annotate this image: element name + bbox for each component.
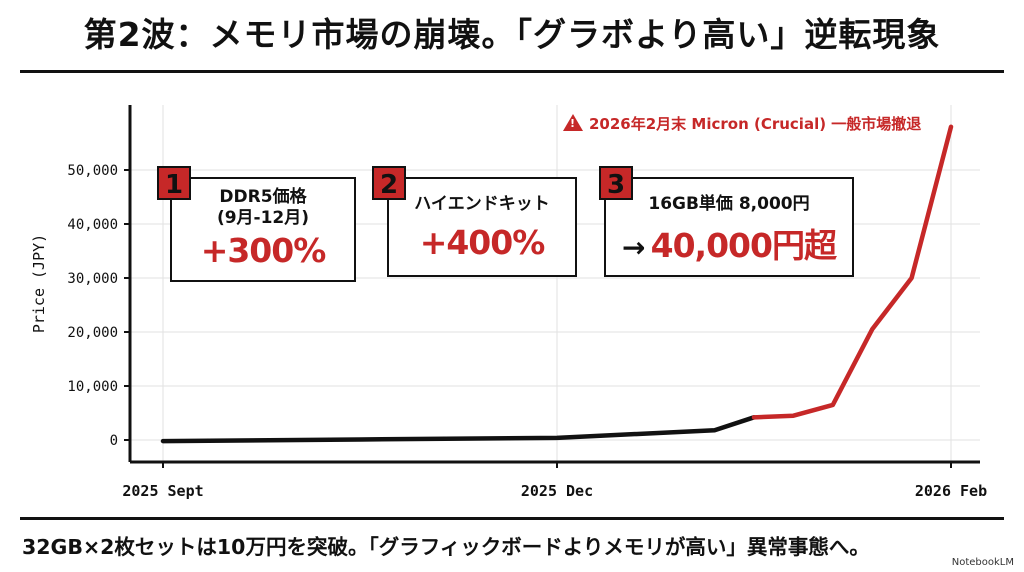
callout-2-label: ハイエンドキット [414, 194, 550, 214]
footer-caption: 32GB×2枚セットは10万円を突破。「グラフィックボードよりメモリが高い」異常… [22, 535, 870, 559]
callout-1-period: (9月-12月) [216, 208, 310, 228]
warning-annotation: ! 2026年2月末 Micron (Crucial) 一般市場撤退 [563, 113, 921, 134]
warning-icon: ! [563, 114, 583, 131]
y-tick-label: 30,000 [67, 271, 118, 287]
x-tick-label: 2026 Feb [915, 482, 987, 500]
price-chart: 0 10,000 20,000 30,000 40,000 50,000 2025 Sept… [30, 105, 987, 500]
callout-highend-kit: ハイエンドキット +400% [387, 177, 577, 277]
callout-16gb-unit-price: 16GB単価 8,000円 → 40,000円超 [604, 177, 854, 277]
callout-2-value: +400% [419, 223, 546, 262]
y-tick-label: 20,000 [67, 325, 118, 341]
callout-3-number: 3 [599, 166, 633, 200]
callout-ddr5-price: DDR5価格 (9月-12月) +300% [170, 177, 356, 282]
callout-2-number: 2 [372, 166, 406, 200]
callout-1-number: 1 [157, 166, 191, 200]
y-tick-label: 40,000 [67, 217, 118, 233]
callout-1-label: DDR5価格 [219, 187, 307, 207]
series-line-surge [751, 124, 954, 420]
warning-text: 2026年2月末 Micron (Crucial) 一般市場撤退 [589, 115, 922, 133]
callout-1-value: +300% [200, 231, 327, 270]
brand-label: NotebookLM [951, 557, 1014, 568]
series-line-baseline [160, 415, 757, 444]
y-axis-label: Price (JPY) [30, 234, 48, 333]
y-tick-label: 50,000 [67, 163, 118, 179]
y-tick-label: 10,000 [67, 379, 118, 395]
title-divider [20, 70, 1004, 73]
x-tick-label: 2025 Sept [122, 482, 203, 500]
x-tick-label: 2025 Dec [521, 482, 593, 500]
y-tick-label: 0 [110, 433, 118, 449]
footer-divider [20, 517, 1004, 520]
arrow-right-icon: → [622, 231, 646, 264]
callout-3-value: 40,000円超 [650, 226, 837, 265]
page-title: 第2波：メモリ市場の崩壊。「グラボより高い」逆転現象 [83, 15, 941, 54]
callout-3-label: 16GB単価 8,000円 [648, 194, 810, 214]
